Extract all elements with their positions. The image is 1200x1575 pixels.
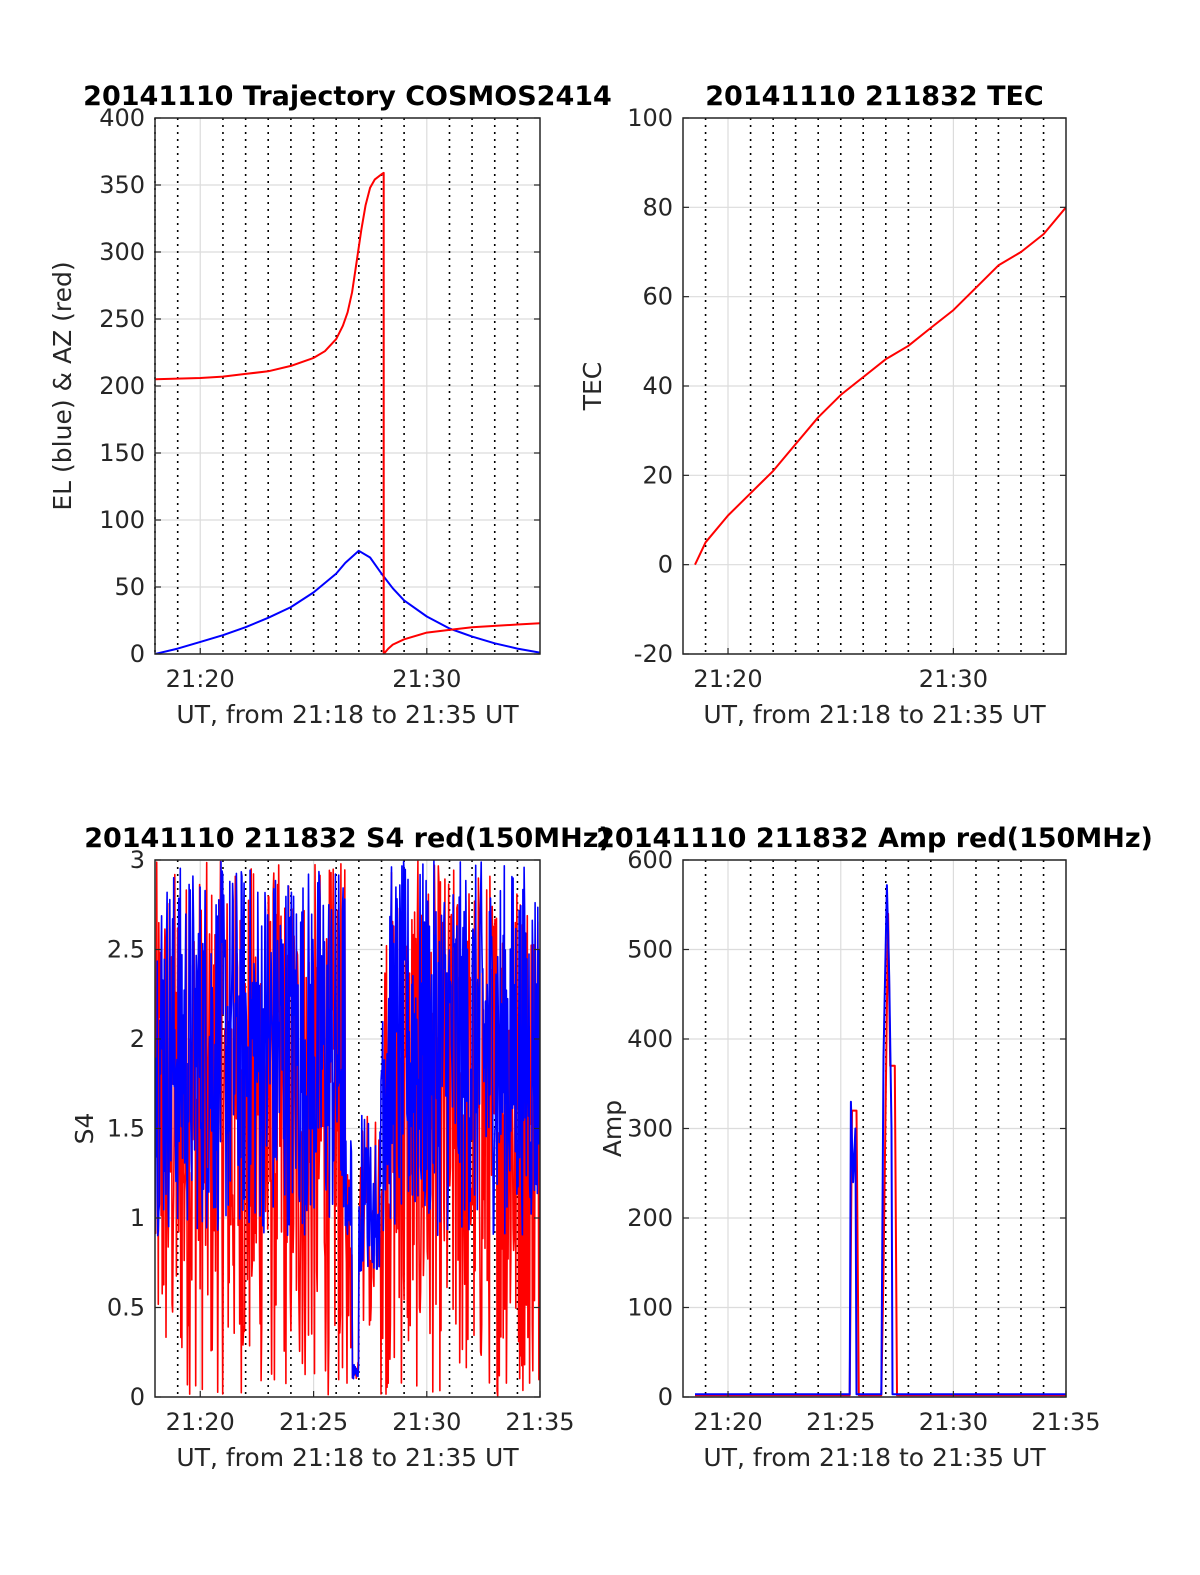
y-tick-label: 0.5 [107, 1294, 145, 1322]
y-tick-label: 0 [658, 1383, 673, 1411]
series-AZ [155, 171, 540, 654]
x-axis-label: UT, from 21:18 to 21:35 UT [703, 700, 1046, 729]
chart-title: 20141110 211832 TEC [705, 81, 1044, 112]
chart-title: 20141110 Trajectory COSMOS2414 [83, 81, 612, 112]
y-tick-label: 2.5 [107, 936, 145, 964]
y-tick-label: 0 [130, 1383, 145, 1411]
y-tick-label: 150 [99, 439, 145, 467]
y-tick-label: 20 [642, 461, 673, 489]
x-axis-label: UT, from 21:18 to 21:35 UT [176, 1443, 519, 1472]
y-tick-label: 0 [658, 551, 673, 579]
y-tick-label: 60 [642, 283, 673, 311]
chart-panel-2: -20 0 20 40 60 80 100 21:20 21:30 20141110 211832… [578, 81, 1067, 729]
y-tick-label: 80 [642, 193, 673, 221]
x-tick-label: 21:35 [1031, 1408, 1100, 1436]
series-TEC [694, 206, 1066, 566]
y-tick-label: 500 [627, 936, 673, 964]
y-tick-label: 350 [99, 171, 145, 199]
y-axis-label: Amp [598, 1100, 627, 1157]
y-tick-label: 600 [627, 846, 673, 874]
x-tick-label: 21:30 [919, 1408, 988, 1436]
y-tick-label: 300 [627, 1115, 673, 1143]
x-tick-label: 21:20 [693, 665, 762, 693]
x-tick-label: 21:25 [279, 1408, 348, 1436]
y-tick-label: 200 [99, 372, 145, 400]
series-blue [155, 860, 540, 1380]
x-tick-label: 21:30 [919, 665, 988, 693]
x-tick-label: 21:25 [806, 1408, 875, 1436]
x-axis-label: UT, from 21:18 to 21:35 UT [703, 1443, 1046, 1472]
y-tick-label: 100 [99, 506, 145, 534]
chart-title: 20141110 211832 S4 red(150MHz) [84, 823, 611, 854]
y-tick-label: 0 [130, 640, 145, 668]
y-tick-label: 1 [130, 1204, 145, 1232]
y-tick-label: 100 [627, 104, 673, 132]
chart-panel-4: 0 100 200 300 400 500 600 21:20 21:25 21:30 21:35 2… [596, 823, 1153, 1472]
x-tick-label: 21:30 [392, 665, 461, 693]
y-tick-label: -20 [634, 640, 673, 668]
x-tick-label: 21:35 [505, 1408, 574, 1436]
y-tick-label: 3 [130, 846, 145, 874]
y-axis-label: S4 [70, 1113, 99, 1145]
y-tick-label: 1.5 [107, 1115, 145, 1143]
y-axis-label: TEC [578, 362, 607, 412]
series-EL [155, 549, 540, 654]
x-tick-label: 21:20 [166, 1408, 235, 1436]
chart-panel-3: 0 0.5 1 1.5 2 2.5 3 21:20 21:25 21:30 21:35 2014111… [70, 823, 611, 1472]
y-tick-label: 250 [99, 305, 145, 333]
x-tick-label: 21:30 [392, 1408, 461, 1436]
x-tick-label: 21:20 [166, 665, 235, 693]
y-tick-label: 400 [627, 1025, 673, 1053]
y-axis-label: EL (blue) & AZ (red) [48, 261, 77, 510]
y-tick-label: 200 [627, 1204, 673, 1232]
y-tick-label: 40 [642, 372, 673, 400]
chart-title: 20141110 211832 Amp red(150MHz) [596, 823, 1153, 854]
series-blue [695, 884, 1066, 1396]
x-axis-label: UT, from 21:18 to 21:35 UT [176, 700, 519, 729]
x-tick-label: 21:20 [693, 1408, 762, 1436]
chart-panel-1: 0 50 100 150 200 250 300 350 400 21:20 21:30 201411… [48, 81, 612, 729]
y-tick-label: 2 [130, 1025, 145, 1053]
y-tick-label: 100 [627, 1294, 673, 1322]
y-tick-label: 400 [99, 104, 145, 132]
y-tick-label: 50 [114, 573, 145, 601]
y-tick-label: 300 [99, 238, 145, 266]
